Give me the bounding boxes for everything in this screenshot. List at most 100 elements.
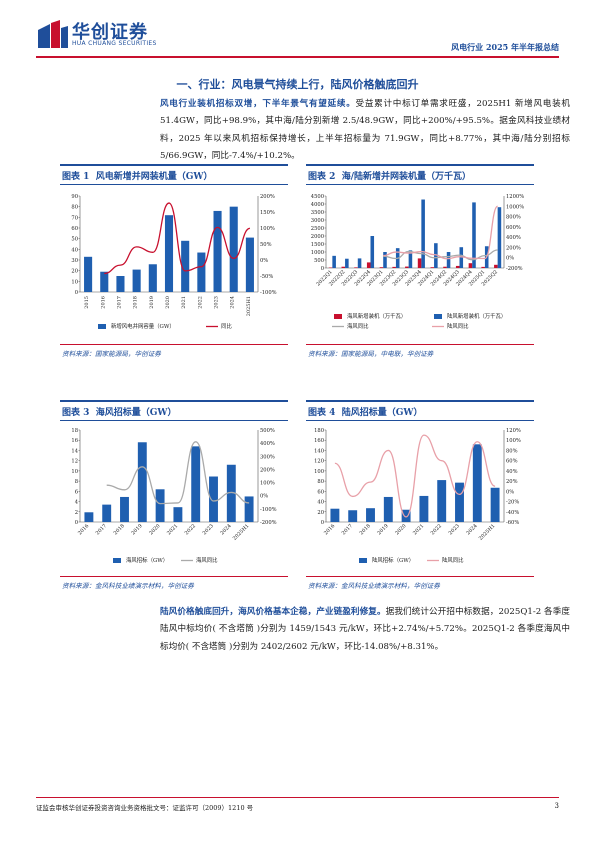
- bar: [332, 255, 336, 268]
- brand-name-en: HUA CHUANG SECURITIES: [72, 40, 157, 47]
- y2-tick-label: 800%: [506, 215, 521, 221]
- bar: [417, 258, 422, 268]
- y-tick-label: 16: [71, 438, 78, 444]
- y2-tick-label: 500%: [260, 428, 275, 434]
- fig4-source: 资料来源：金风科技业绩演示材料，华创证券: [308, 582, 440, 590]
- y2-tick-label: 0%: [260, 258, 268, 264]
- x-tick-label: 2020: [148, 523, 161, 536]
- y2-tick-label: 400%: [260, 441, 275, 447]
- bar: [132, 269, 141, 292]
- y-tick-label: 18: [71, 428, 78, 434]
- y-tick-label: 2: [75, 510, 78, 516]
- y-tick-label: 80: [317, 479, 324, 485]
- bar: [100, 271, 109, 292]
- brand-name: 华创证券: [72, 22, 148, 43]
- x-tick-label: 2025H1: [232, 523, 251, 542]
- series-line: [104, 202, 251, 275]
- bar: [164, 215, 174, 292]
- bar: [245, 237, 254, 292]
- legend-label: 海风同比: [347, 322, 369, 330]
- series-line: [334, 434, 496, 518]
- series-line: [383, 205, 499, 260]
- fig2-source: 资料来源：国家能源局，中电联，华创证券: [308, 350, 434, 358]
- y-tick-label: 40: [71, 247, 78, 253]
- x-tick-label: 2018: [359, 523, 372, 536]
- bar: [419, 495, 429, 522]
- x-tick-label: 2025H1: [246, 296, 252, 316]
- bar: [497, 207, 502, 268]
- chart-4: 0 20 40 60 80 100 120 140 160 180 -60% -40% -20% 0% 20…: [314, 428, 521, 564]
- y2-tick-label: -40%: [506, 510, 519, 516]
- x-tick-label: 2023: [214, 296, 220, 309]
- x-tick-label: 2025H1: [478, 523, 497, 542]
- y2-tick-label: -200%: [260, 520, 277, 526]
- y-tick-label: 8: [75, 479, 78, 485]
- y2-tick-label: 200%: [260, 194, 275, 200]
- y2-tick-label: 20%: [506, 479, 518, 485]
- y2-tick-label: 80%: [506, 448, 518, 454]
- y2-tick-label: 60%: [506, 459, 518, 465]
- x-tick-label: 2018: [133, 296, 139, 309]
- y2-tick-label: 50%: [260, 242, 272, 248]
- y-tick-label: 20: [317, 510, 324, 516]
- x-tick-label: 2021: [181, 296, 187, 309]
- legend-label: 同比: [221, 322, 232, 330]
- bar: [405, 266, 409, 268]
- paragraph-2-body: 据我们统计公开招中标数据，2025Q1-2 各季度陆风中标均价( 不含塔筒 )分…: [160, 607, 570, 652]
- fig3-title-rule: [60, 420, 288, 421]
- bar: [468, 263, 473, 268]
- series-line: [106, 441, 250, 505]
- y2-tick-label: 200%: [506, 245, 521, 251]
- y-tick-label: 120: [314, 459, 324, 465]
- y2-tick-label: -100%: [260, 507, 277, 513]
- bar: [392, 266, 396, 268]
- bar: [102, 504, 112, 522]
- y-tick-label: 140: [314, 448, 324, 454]
- chart-1: 0 10 20 30 40 50 60 70 80 90 -100% -50% 0% 50% 100% 150…: [71, 194, 276, 330]
- paragraph-1-lead: 风电行业装机招标双增，下半年景气有望延续。: [160, 99, 356, 109]
- legend-label: 陆风新增装机（万千瓦）: [447, 312, 506, 320]
- fig4-top-rule: [306, 400, 534, 402]
- y-tick-label: 10: [71, 469, 78, 475]
- fig3-title: 图表 3 海风招标量（GW）: [62, 408, 177, 418]
- y2-tick-label: 150%: [260, 210, 275, 216]
- bar: [383, 252, 387, 268]
- bar: [345, 258, 349, 268]
- bar: [357, 258, 362, 268]
- y-tick-label: 100: [314, 469, 324, 475]
- x-tick-label: 2023: [448, 523, 461, 536]
- y-tick-label: 4500: [311, 194, 324, 200]
- bar: [148, 264, 157, 292]
- y-tick-label: 6: [75, 489, 78, 495]
- bar: [181, 240, 190, 292]
- section-title: 一、行业：风电景气持续上行，陆风价格触底回升: [176, 78, 419, 91]
- x-tick-label: 2017: [116, 296, 122, 309]
- bar: [213, 210, 222, 292]
- bar: [366, 262, 371, 268]
- y2-tick-label: 40%: [506, 469, 518, 475]
- y2-tick-label: -20%: [506, 500, 519, 506]
- bar: [229, 206, 238, 292]
- fig2-title: 图表 2 海/陆新增并网装机量（万千瓦）: [308, 172, 471, 182]
- bar: [244, 496, 254, 522]
- footer-license: 证监会审核华创证券投资咨询业务资格批文号：证监许可（2009）1210 号: [36, 804, 254, 812]
- y-tick-label: 10: [71, 279, 78, 285]
- y-tick-label: 2500: [311, 226, 324, 232]
- y2-tick-label: 0%: [260, 494, 268, 500]
- fig1-source: 资料来源：国家能源局，华创证券: [62, 350, 161, 358]
- bar: [472, 444, 482, 522]
- bar: [446, 252, 451, 268]
- y2-tick-label: 300%: [260, 454, 275, 460]
- x-tick-label: 2015: [84, 296, 90, 309]
- bar: [120, 496, 129, 522]
- bar: [84, 512, 94, 522]
- paragraph-2: 陆风价格触底回升，海风价格基本企稳，产业链盈利修复。据我们统计公开招中标数据，2…: [160, 604, 570, 656]
- y2-tick-label: -60%: [506, 520, 519, 526]
- y2-tick-label: 200%: [260, 467, 275, 473]
- bar: [443, 266, 447, 268]
- header-divider: [36, 56, 559, 58]
- y-tick-label: 50: [71, 237, 78, 243]
- paragraph-1-body: 受益累计中标订单需求旺盛，2025H1 新增风电装机 51.4GW，同比+98.…: [160, 99, 570, 161]
- x-tick-label: 2021: [412, 523, 425, 536]
- x-tick-label: 2020: [394, 523, 407, 536]
